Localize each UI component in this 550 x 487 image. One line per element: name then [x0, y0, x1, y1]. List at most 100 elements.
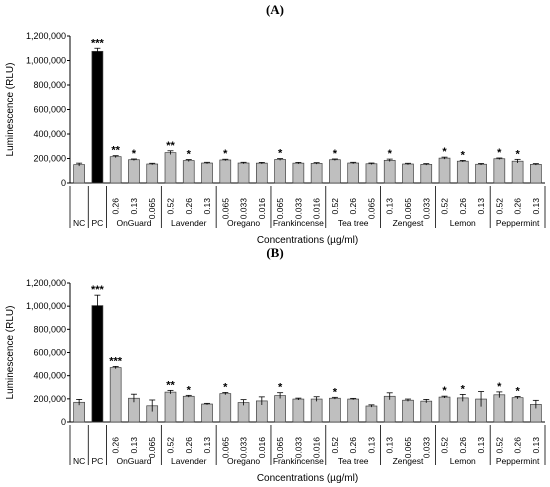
concentration-label: 0.26	[458, 198, 468, 215]
concentration-label: 0.065	[147, 437, 157, 459]
concentration-label: 0.033	[239, 198, 249, 220]
concentration-label: 0.033	[421, 437, 431, 459]
bar	[456, 397, 469, 423]
bar	[530, 164, 542, 184]
significance-marker: **	[166, 140, 175, 152]
y-tick-label: 0	[61, 178, 66, 188]
concentration-label: 0.065	[147, 198, 157, 220]
y-tick-label: 800,000	[33, 324, 66, 334]
y-tick-label: 600,000	[33, 105, 66, 115]
y-tick-label: 200,000	[33, 154, 66, 164]
significance-marker: ***	[91, 284, 105, 296]
group-label: PC	[91, 456, 103, 466]
concentration-label: 0.13	[476, 198, 486, 215]
concentration-label: 0.26	[513, 437, 523, 454]
significance-marker: *	[442, 146, 447, 158]
bar	[310, 163, 323, 184]
group-label: Zengest	[393, 218, 424, 228]
bar	[182, 160, 195, 184]
concentration-label: 0.13	[129, 437, 139, 454]
concentration-label: 0.065	[403, 198, 413, 220]
bar	[511, 397, 524, 423]
bar	[274, 395, 286, 423]
concentration-label: 0.065	[220, 437, 230, 459]
concentration-label: 0.13	[531, 437, 541, 454]
group-label: Oregano	[227, 456, 260, 466]
bar	[347, 162, 360, 184]
significance-marker: *	[333, 386, 338, 398]
significance-marker: *	[278, 382, 283, 394]
concentration-label: 0.26	[348, 198, 358, 215]
bar	[329, 397, 341, 423]
concentration-label: 0.065	[275, 437, 285, 459]
y-tick-label: 1,200,000	[26, 31, 66, 41]
bar	[475, 163, 487, 184]
significance-marker: *	[442, 385, 447, 397]
concentration-label: 0.065	[403, 437, 413, 459]
y-axis-title: Luminescence (RLU)	[5, 63, 16, 157]
bar	[255, 162, 268, 184]
concentration-label: 0.016	[312, 198, 322, 220]
concentration-label: 0.033	[421, 198, 431, 220]
group-label: Frankincense	[273, 218, 324, 228]
bar	[347, 398, 360, 423]
group-label: Peppermint	[496, 456, 540, 466]
significance-marker: ***	[109, 355, 123, 367]
concentration-label: 0.065	[220, 198, 230, 220]
concentration-label: 0.016	[312, 437, 322, 459]
concentration-label: 0.26	[458, 437, 468, 454]
bar	[274, 159, 286, 184]
significance-marker: *	[132, 148, 137, 160]
concentration-label: 0.13	[476, 437, 486, 454]
concentration-label: 0.26	[184, 198, 194, 215]
y-tick-label: 800,000	[33, 80, 66, 90]
bar	[237, 402, 250, 423]
concentration-label: 0.52	[330, 437, 340, 454]
bar	[292, 162, 305, 184]
group-label: Peppermint	[496, 218, 540, 228]
bar	[128, 159, 140, 184]
bar	[365, 163, 378, 184]
significance-marker: *	[388, 148, 393, 160]
x-axis-title: Concentrations (µg/ml)	[257, 473, 358, 484]
significance-marker: **	[111, 145, 120, 157]
concentration-label: 0.52	[494, 198, 504, 215]
significance-marker: *	[333, 148, 338, 160]
bar	[73, 164, 85, 184]
concentration-label: 0.13	[366, 437, 376, 454]
concentration-label: 0.13	[202, 198, 212, 215]
bar	[219, 159, 232, 184]
concentration-label: 0.13	[202, 437, 212, 454]
bar	[237, 162, 250, 184]
bar	[73, 401, 85, 423]
y-tick-label: 1,200,000	[26, 278, 66, 288]
bar	[201, 403, 213, 423]
group-label: NC	[73, 218, 85, 228]
group-label: Tea tree	[338, 218, 369, 228]
y-axis-title: Luminescence (RLU)	[5, 306, 16, 400]
significance-marker: *	[515, 386, 520, 398]
y-tick-label: 400,000	[33, 129, 66, 139]
bar	[109, 367, 122, 423]
concentration-label: 0.033	[293, 437, 303, 459]
bar	[493, 158, 506, 184]
significance-marker: *	[223, 381, 228, 393]
concentration-label: 0.13	[129, 198, 139, 215]
significance-marker: *	[515, 148, 520, 160]
bar	[438, 396, 451, 423]
bar	[164, 391, 177, 423]
y-tick-label: 400,000	[33, 371, 66, 381]
group-label: NC	[73, 456, 85, 466]
bar	[310, 398, 323, 423]
bar	[292, 398, 305, 423]
bar	[109, 156, 122, 184]
group-label: Tea tree	[338, 456, 369, 466]
bar	[456, 160, 469, 184]
significance-marker: *	[497, 147, 502, 159]
bar	[146, 163, 159, 184]
bar	[402, 399, 414, 423]
significance-marker: **	[166, 379, 175, 391]
concentration-label: 0.13	[385, 198, 395, 215]
significance-marker: *	[497, 381, 502, 393]
